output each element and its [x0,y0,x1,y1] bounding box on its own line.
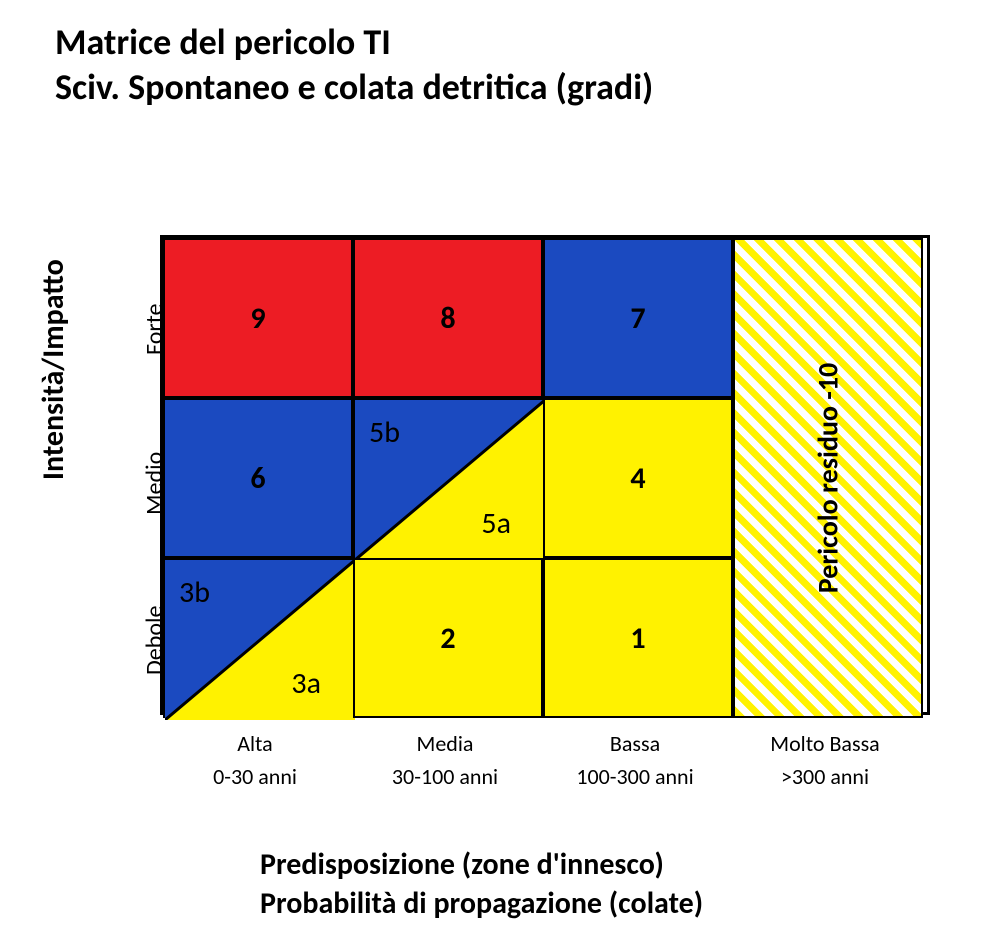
x-tick-media: Media 30-100 anni [360,727,530,793]
residual-risk-cell: Pericolo residuo -10 [733,238,923,718]
x-axis-title-line2: Probabilità di propagazione (colate) [260,885,703,922]
matrix-cell: 7 [543,238,733,398]
matrix-cell: 2 [353,558,543,718]
x-tick-label: Molto Bassa [770,730,879,757]
x-tick-years: >300 anni [781,763,869,790]
x-axis-title-line1: Predisposizione (zone d'innesco) [260,846,664,883]
matrix-cell-split: 3b 3a [163,558,353,718]
matrix-cell: 6 [163,398,353,558]
split-lower-label: 5a [481,505,511,542]
x-tick-years: 30-100 anni [392,763,498,790]
x-tick-years: 100-300 anni [576,763,693,790]
matrix-cell: 8 [353,238,543,398]
matrix-cell: 1 [543,558,733,718]
matrix-cell: 9 [163,238,353,398]
risk-matrix: 987 6 5b 5a 4 3b 3a 21 Pericolo residuo -10 [160,235,930,715]
residual-risk-label: Pericolo residuo -10 [811,363,846,593]
x-tick-alta: Alta 0-30 anni [170,727,340,793]
split-lower-label: 3a [291,665,321,702]
x-tick-label: Bassa [610,730,660,757]
x-tick-moltobassa: Molto Bassa >300 anni [740,727,910,793]
matrix-cell: 4 [543,398,733,558]
x-tick-label: Alta [237,730,272,757]
page-title: Matrice del pericolo TI Sciv. Spontaneo … [55,20,653,110]
title-line2: Sciv. Spontaneo e colata detritica (grad… [55,65,653,109]
x-tick-years: 0-30 anni [213,763,297,790]
y-axis-title: Intensità/Impatto [35,259,72,480]
split-upper-label: 3b [179,574,210,611]
x-tick-label: Media [417,730,474,757]
x-axis-title: Predisposizione (zone d'innesco) Probabi… [260,845,703,923]
x-tick-bassa: Bassa 100-300 anni [550,727,720,793]
split-upper-label: 5b [369,414,400,451]
title-line1: Matrice del pericolo TI [55,20,391,64]
matrix-cell-split: 5b 5a [353,398,543,558]
